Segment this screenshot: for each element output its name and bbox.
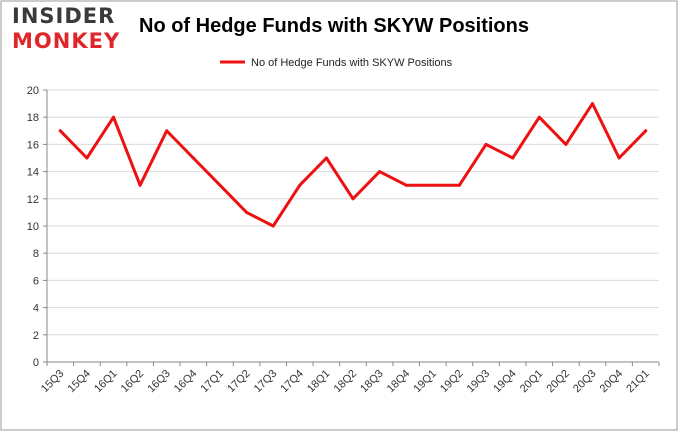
chart-title: No of Hedge Funds with SKYW Positions [139, 15, 529, 37]
data-point-19Q3 [484, 142, 488, 146]
y-tick-label-6: 6 [33, 275, 39, 287]
insider-monkey-logo: INSIDER MONKEY [12, 6, 127, 56]
data-point-20Q2 [564, 142, 568, 146]
data-point-15Q4 [85, 156, 89, 160]
data-point-16Q3 [165, 129, 169, 133]
data-point-20Q3 [590, 102, 594, 106]
logo-text-insider: INSIDER [12, 4, 116, 28]
grid-lines [47, 89, 659, 336]
data-point-16Q2 [138, 183, 142, 187]
data-point-17Q3 [271, 224, 275, 228]
series-layer [58, 102, 648, 228]
logo-text-monkey: MONKEY [12, 29, 121, 53]
y-tick-label-14: 14 [27, 167, 39, 179]
data-point-18Q3 [378, 170, 382, 174]
y-tick-label-8: 8 [33, 248, 39, 260]
data-point-20Q4 [617, 156, 621, 160]
data-point-15Q3 [58, 129, 62, 133]
data-point-16Q1 [112, 115, 116, 119]
data-point-17Q2 [245, 210, 249, 214]
y-tick-label-20: 20 [27, 85, 39, 97]
y-tick-label-18: 18 [27, 112, 39, 124]
data-point-19Q4 [511, 156, 515, 160]
data-point-20Q1 [537, 115, 541, 119]
data-point-21Q1 [644, 129, 648, 133]
y-tick-label-4: 4 [33, 303, 39, 315]
data-point-17Q1 [218, 183, 222, 187]
data-point-19Q2 [457, 183, 461, 187]
data-point-18Q2 [351, 197, 355, 201]
legend: No of Hedge Funds with SKYW Positions [220, 57, 453, 69]
y-tick-label-2: 2 [33, 330, 39, 342]
y-tick-label-10: 10 [27, 221, 39, 233]
y-tick-label-16: 16 [27, 139, 39, 151]
data-point-18Q4 [404, 183, 408, 187]
data-point-18Q1 [324, 156, 328, 160]
data-point-16Q4 [191, 156, 195, 160]
y-axis-ticks: 0 2 4 6 8 10 12 14 16 18 20 [27, 85, 47, 369]
data-point-17Q4 [298, 183, 302, 187]
y-tick-label-0: 0 [33, 357, 39, 369]
y-tick-label-12: 12 [27, 194, 39, 206]
data-point-19Q1 [431, 183, 435, 187]
legend-label: No of Hedge Funds with SKYW Positions [251, 57, 453, 69]
